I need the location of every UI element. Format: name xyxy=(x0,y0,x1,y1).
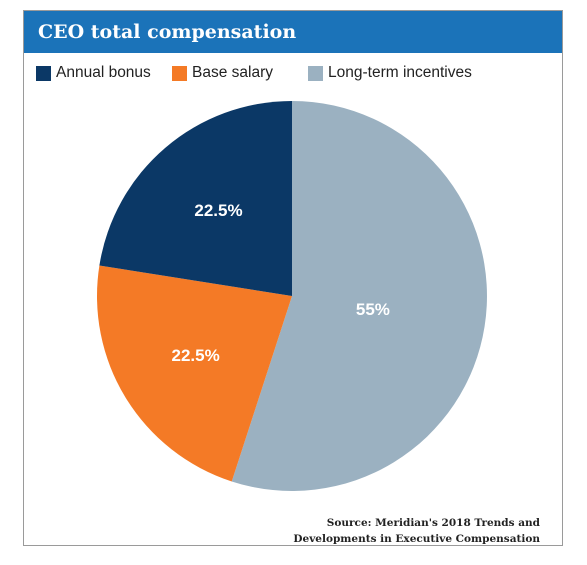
pie-slice-long-term-incentives xyxy=(231,101,487,492)
legend: Annual bonus Base salary Long-term incen… xyxy=(34,61,554,85)
legend-label-base-salary: Base salary xyxy=(192,64,273,81)
legend-item-annual-bonus: Annual bonus xyxy=(36,64,151,82)
legend-swatch-annual-bonus xyxy=(36,65,51,81)
legend-label-annual-bonus: Annual bonus xyxy=(56,64,151,81)
pie-label-base-salary: 22.5% xyxy=(171,346,219,365)
chart-title: CEO total compensation xyxy=(24,11,562,53)
legend-item-base-salary: Base salary xyxy=(172,64,273,82)
source-line-1: Source: Meridian's 2018 Trends and xyxy=(326,517,540,529)
source-line-2: Developments in Executive Compensation xyxy=(293,533,540,545)
legend-item-long-term-incentives: Long-term incentives xyxy=(308,64,472,82)
source-note: Source: Meridian's 2018 Trends and Devel… xyxy=(293,515,540,547)
chart-frame: CEO total compensation Annual bonus Base… xyxy=(23,10,563,546)
legend-label-long-term-incentives: Long-term incentives xyxy=(328,64,472,81)
legend-swatch-base-salary xyxy=(172,65,187,81)
pie-slice-base-salary xyxy=(96,265,292,482)
pie-chart: 55% 22.5% 22.5% xyxy=(96,101,487,492)
pie-slice-annual-bonus xyxy=(99,101,293,296)
pie-label-long-term-incentives: 55% xyxy=(356,300,390,319)
pie-label-annual-bonus: 22.5% xyxy=(194,201,242,220)
legend-swatch-long-term-incentives xyxy=(308,65,323,81)
